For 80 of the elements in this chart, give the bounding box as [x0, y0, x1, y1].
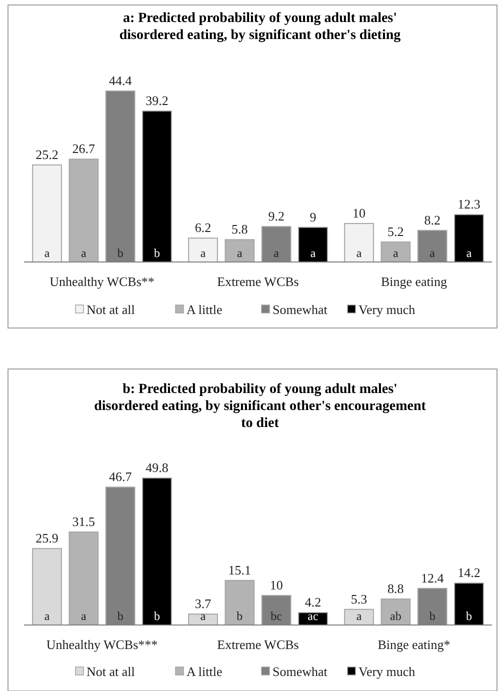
data-label: 25.9	[36, 530, 58, 546]
annotation: a	[356, 609, 362, 623]
annotation: a	[200, 609, 206, 623]
data-label: 15.1	[228, 562, 252, 578]
bar	[454, 214, 484, 262]
data-label: 9	[310, 209, 316, 224]
annotation: a	[356, 246, 362, 260]
data-label: 26.7	[72, 141, 96, 156]
data-label: 46.7	[108, 469, 132, 484]
bar	[142, 110, 172, 262]
data-label: 10	[270, 577, 283, 592]
bar	[68, 158, 99, 262]
annotation: ac	[308, 609, 318, 623]
bar	[188, 238, 218, 262]
x-tick-label: Binge eating*	[378, 637, 450, 652]
x-tick-label: Unhealthy WCBs***	[46, 637, 158, 652]
annotation: bc	[270, 609, 282, 623]
annotation: a	[44, 609, 50, 623]
bar	[224, 239, 255, 262]
data-label: 8.8	[388, 581, 404, 596]
data-label: 39.2	[146, 93, 168, 108]
annotation: a	[466, 246, 472, 260]
legend-label: A little	[186, 664, 222, 679]
data-label: 4.2	[304, 594, 322, 610]
annotation: a	[81, 609, 88, 623]
legend-label: Not at all	[86, 664, 136, 679]
data-label: 12.4	[420, 570, 444, 586]
legend-label: Not at all	[86, 302, 136, 317]
annotation: a	[237, 246, 244, 260]
data-label: 9.2	[268, 208, 284, 224]
data-label: 25.2	[36, 146, 58, 162]
data-label: 6.2	[194, 220, 212, 236]
annotation: b	[117, 246, 124, 260]
data-label: 5.3	[350, 591, 368, 606]
legend-label: Somewhat	[272, 302, 328, 317]
x-tick-label: Unhealthy WCBs**	[50, 274, 154, 289]
annotation: b	[429, 609, 436, 623]
data-label: 8.2	[424, 212, 440, 228]
data-label: 44.4	[108, 73, 132, 88]
annotation: b	[154, 246, 160, 260]
bar	[32, 548, 62, 626]
legend-label: Very much	[358, 664, 416, 679]
annotation: a	[393, 246, 400, 260]
legend-label: A little	[186, 302, 222, 317]
annotation: b	[236, 609, 243, 623]
bar	[68, 532, 99, 626]
chart-title: b: Predicted probability of young adult males' disordered eating, by significant other's encouragement to diet	[94, 382, 426, 431]
bar	[380, 241, 411, 262]
annotation: ab	[390, 609, 402, 623]
data-label: 31.5	[72, 514, 96, 530]
chart-title: a: Predicted probability of young adult males' disordered eating, by significant other's dieting	[119, 11, 401, 43]
annotation: a	[430, 246, 436, 260]
annotation: b	[154, 609, 160, 623]
bar	[298, 226, 328, 262]
data-label: 14.2	[458, 565, 480, 580]
data-label: 5.2	[388, 224, 404, 239]
bar	[454, 582, 484, 626]
data-label: 49.8	[146, 460, 168, 475]
bar	[142, 478, 172, 626]
annotation: a	[274, 246, 280, 260]
data-label: 12.3	[458, 196, 480, 212]
annotation: b	[117, 609, 124, 623]
x-tick-label: Extreme WCBs	[217, 274, 299, 289]
data-label: 10	[352, 205, 366, 220]
annotation: a	[310, 246, 316, 260]
data-label: 3.7	[194, 596, 212, 612]
x-tick-label: Binge eating	[380, 274, 448, 289]
bar	[380, 598, 411, 626]
bar	[224, 580, 255, 626]
bar	[344, 608, 374, 626]
data-label: 5.8	[232, 222, 248, 237]
x-tick-label: Extreme WCBs	[217, 637, 299, 652]
legend-label: Somewhat	[272, 664, 328, 679]
bar	[32, 164, 62, 262]
legend-label: Very much	[358, 302, 416, 317]
bar	[344, 222, 374, 262]
annotation: a	[44, 246, 50, 260]
annotation: b	[466, 609, 472, 623]
annotation: a	[200, 246, 206, 260]
annotation: a	[81, 246, 88, 260]
